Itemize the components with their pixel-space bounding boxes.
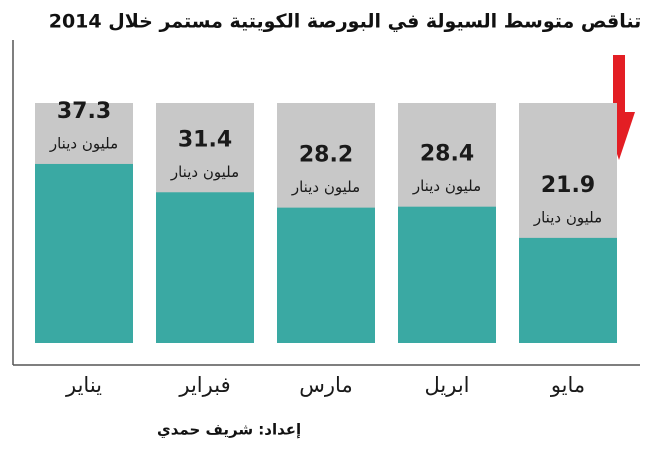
- credit: إعداد: شريف حمدي: [157, 421, 301, 440]
- value-label: 37.3: [57, 99, 111, 124]
- x-tick-label: يناير: [65, 373, 102, 397]
- x-tick-label: ابريل: [424, 373, 469, 397]
- value-unit: مليون دينار: [170, 163, 239, 181]
- value-label: 31.4: [178, 127, 232, 152]
- value-unit: مليون دينار: [412, 177, 481, 195]
- value-unit: مليون دينار: [49, 134, 118, 152]
- value-unit: مليون دينار: [533, 208, 602, 226]
- value-unit: مليون دينار: [291, 178, 360, 196]
- value-label: 28.4: [420, 142, 474, 167]
- bar: [156, 192, 254, 343]
- bar: [398, 206, 496, 343]
- value-label: 21.9: [541, 173, 595, 198]
- bar: [35, 163, 133, 343]
- bar: [277, 207, 375, 343]
- x-tick-label: مايو: [550, 373, 585, 397]
- x-tick-label: فبراير: [178, 373, 230, 397]
- chart-title: تناقص متوسط السيولة في البورصة الكويتية …: [49, 11, 642, 33]
- value-label: 28.2: [299, 143, 353, 168]
- bar: [519, 237, 617, 343]
- x-tick-label: مارس: [299, 373, 352, 397]
